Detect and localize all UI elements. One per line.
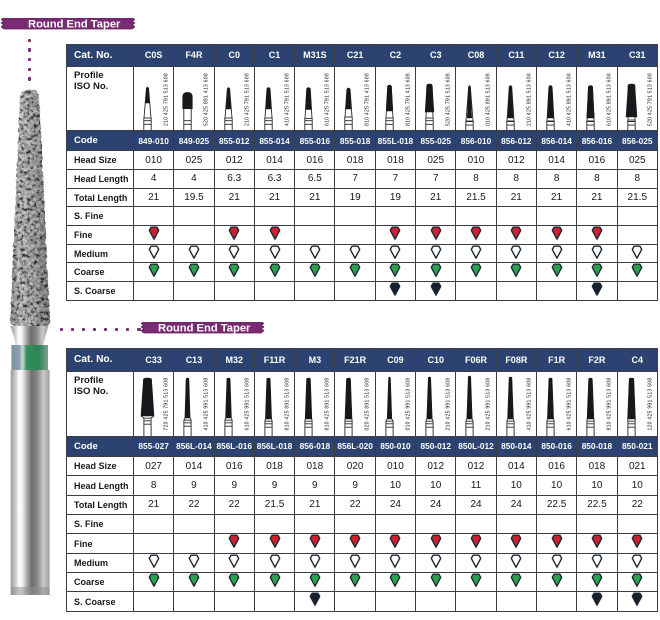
svg-text:610 425 991 513 608: 610 425 991 513 608 bbox=[567, 377, 573, 430]
svg-text:210 425 991 513 608: 210 425 991 513 608 bbox=[486, 377, 492, 430]
svg-text:410 425 891 513 608: 410 425 891 513 608 bbox=[567, 73, 573, 126]
svg-text:020 425 891 513 608: 020 425 891 513 608 bbox=[365, 377, 371, 430]
svg-text:Round End Taper: Round End Taper bbox=[28, 18, 121, 30]
svg-text:810 425 891 513 608: 810 425 891 513 608 bbox=[284, 377, 290, 430]
svg-text:Round End Taper: Round End Taper bbox=[158, 322, 251, 334]
svg-text:810 425 791 413 608: 810 425 791 413 608 bbox=[405, 73, 411, 126]
svg-text:810 425 891 513 608: 810 425 891 513 608 bbox=[325, 377, 331, 430]
svg-text:010 425 891 513 608: 010 425 891 513 608 bbox=[486, 73, 492, 126]
svg-text:410 425 991 513 608: 410 425 991 513 608 bbox=[204, 377, 210, 430]
svg-text:210 425 991 513 608: 210 425 991 513 608 bbox=[446, 377, 452, 430]
svg-text:720 425 791 513 608: 720 425 791 513 608 bbox=[164, 377, 170, 430]
svg-text:410 425 991 513 608: 410 425 991 513 608 bbox=[526, 377, 532, 430]
svg-text:520 425 791 513 608: 520 425 791 513 608 bbox=[446, 73, 452, 126]
svg-text:210 425 891 513 608: 210 425 891 513 608 bbox=[526, 73, 532, 126]
svg-text:210 425 791 513 608: 210 425 791 513 608 bbox=[244, 73, 250, 126]
svg-text:610 425 891 513 608: 610 425 891 513 608 bbox=[607, 73, 613, 126]
svg-text:610 425 791 513 608: 610 425 791 513 608 bbox=[325, 73, 331, 126]
svg-text:520 425 791 513 608: 520 425 791 513 608 bbox=[647, 73, 653, 126]
svg-text:410 425 791 513 608: 410 425 791 513 608 bbox=[284, 73, 290, 126]
svg-text:520 425 891 413 608: 520 425 891 413 608 bbox=[204, 73, 210, 126]
svg-text:010 425 991 513 608: 010 425 991 513 608 bbox=[405, 377, 411, 430]
svg-text:810 425 991 513 608: 810 425 991 513 608 bbox=[607, 377, 613, 430]
svg-text:120 425 991 513 608: 120 425 991 513 608 bbox=[647, 377, 653, 430]
svg-text:810 425 791 413 608: 810 425 791 413 608 bbox=[365, 73, 371, 126]
svg-text:610 425 991 513 608: 610 425 991 513 608 bbox=[244, 377, 250, 430]
svg-text:210 425 791 513 608: 210 425 791 513 608 bbox=[164, 73, 170, 126]
